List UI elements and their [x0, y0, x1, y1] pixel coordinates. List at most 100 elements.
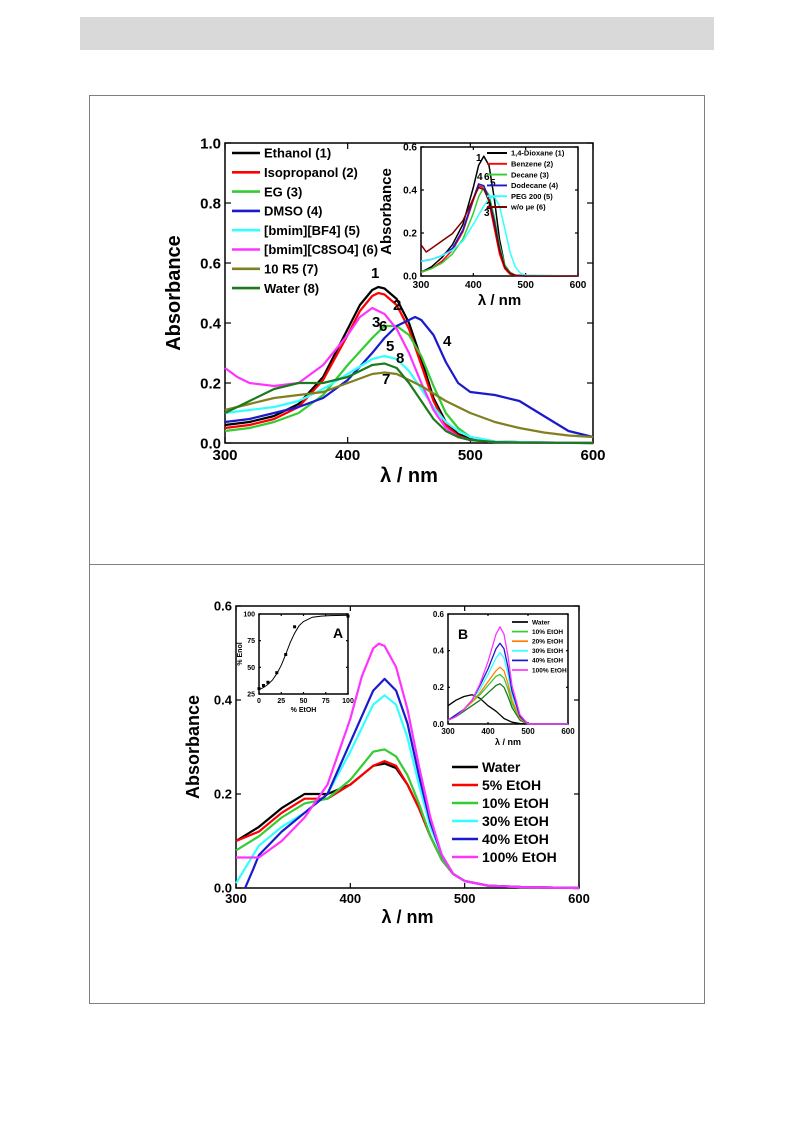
x-tick-label: 50	[300, 698, 308, 705]
y-axis-label: % Enol	[237, 642, 244, 665]
legend-label: 1,4-Dioxane (1)	[511, 149, 565, 158]
x-tick-label: 400	[481, 727, 495, 736]
curve-label: 7	[382, 371, 390, 388]
y-tick-label: 0.4	[200, 315, 222, 332]
x-tick-label: 0	[257, 698, 261, 705]
x-tick-label: 25	[277, 698, 285, 705]
y-tick-label: 1.0	[200, 135, 221, 152]
legend-label: 10% EtOH	[532, 629, 563, 636]
data-point	[266, 680, 270, 684]
legend-label: 100% EtOH	[482, 849, 557, 865]
figure-frame-bottom	[89, 564, 705, 1004]
y-axis-label: Absorbance	[183, 695, 203, 799]
x-tick-label: 300	[441, 727, 455, 736]
y-tick-label: 0.0	[214, 881, 232, 896]
x-axis-label: % EtOH	[291, 707, 317, 714]
y-tick-label: 0.8	[200, 195, 221, 212]
x-tick-label: 300	[225, 891, 247, 906]
data-point	[257, 687, 261, 691]
series-line	[420, 196, 579, 277]
y-tick-label: 25	[247, 691, 255, 698]
y-tick-label: 0.4	[214, 693, 233, 708]
curve-label: 3	[484, 208, 490, 219]
x-tick-label: 500	[454, 891, 476, 906]
curve-label: 4	[443, 333, 452, 350]
x-axis-label: λ / nm	[495, 737, 521, 747]
legend-label: Water	[532, 619, 550, 626]
y-tick-label: 0.2	[403, 229, 417, 240]
page-header-bar	[80, 17, 714, 50]
x-tick-label: 100	[342, 698, 354, 705]
legend-label: Benzene (2)	[511, 160, 554, 169]
legend-label: Water	[482, 759, 521, 775]
series-line	[447, 626, 568, 725]
series-line	[224, 315, 594, 439]
legend-label: 100% EtOH	[532, 667, 567, 674]
curve-label: 1	[371, 265, 379, 282]
series-line	[224, 362, 594, 445]
legend-label: EG (3)	[264, 184, 302, 199]
series-line	[447, 694, 568, 725]
y-tick-label: 50	[247, 665, 255, 672]
y-tick-label: 0.2	[200, 375, 221, 392]
curve-label: 6	[484, 172, 490, 183]
legend-label: [bmim][C8SO4] (6)	[264, 242, 378, 257]
curve-label: 4	[477, 172, 483, 183]
panel-label: A	[333, 625, 343, 641]
x-axis-label: λ / nm	[381, 907, 433, 927]
y-tick-label: 0.6	[200, 255, 221, 272]
legend-label: 40% EtOH	[482, 831, 549, 847]
series-line	[447, 683, 568, 725]
x-tick-label: 500	[517, 280, 534, 291]
curve-label: 5	[386, 338, 394, 355]
series-line	[236, 642, 580, 890]
legend-label: [bmim][BF4] (5)	[264, 223, 360, 238]
x-tick-label: 600	[561, 727, 575, 736]
chart-4: 300 400 500 600 0.0 0.2 0.4 0.6 λ / nm B Water 10% …	[433, 610, 575, 747]
x-axis-label: λ / nm	[478, 292, 521, 309]
y-tick-label: 0.2	[214, 787, 232, 802]
y-tick-label: 0.6	[214, 599, 232, 614]
series-line	[224, 371, 594, 439]
x-tick-label: 75	[322, 698, 330, 705]
curve-label: 8	[396, 350, 404, 367]
x-tick-label: 600	[568, 891, 590, 906]
curve-label: 2	[393, 297, 401, 314]
x-tick-label: 500	[521, 727, 535, 736]
legend-label: w/o μe (6)	[510, 203, 546, 212]
x-axis-label: λ / nm	[380, 465, 438, 487]
curve-label: 1	[476, 153, 482, 164]
x-tick-label: 600	[580, 447, 605, 464]
y-tick-label: 75	[247, 638, 255, 645]
curve-label: 5	[490, 178, 496, 189]
curve-label: 6	[379, 318, 387, 335]
y-tick-label: 0.0	[403, 272, 417, 283]
y-tick-label: 0.4	[433, 646, 445, 655]
legend-label: 10 R5 (7)	[264, 261, 318, 276]
legend-label: DMSO (4)	[264, 204, 323, 219]
panel-label: B	[458, 626, 468, 642]
data-point	[293, 625, 297, 629]
x-tick-label: 400	[465, 280, 482, 291]
legend-label: 40% EtOH	[532, 658, 563, 665]
x-tick-label: 400	[335, 447, 360, 464]
series-line	[420, 186, 578, 277]
legend-label: 20% EtOH	[532, 639, 563, 646]
series-line	[224, 354, 594, 445]
y-tick-label: 0.6	[403, 143, 417, 154]
y-tick-label: 0.4	[403, 186, 417, 197]
x-tick-label: 500	[458, 447, 483, 464]
legend-label: Dodecane (4)	[511, 181, 559, 190]
x-tick-label: 300	[212, 447, 237, 464]
x-tick-label: 600	[570, 280, 587, 291]
legend-label: Isopropanol (2)	[264, 165, 358, 180]
legend-label: 10% EtOH	[482, 795, 549, 811]
plot-frame	[420, 146, 579, 277]
y-axis-label: Absorbance	[378, 168, 395, 255]
chart-1: 300 400 500 600 0.0 0.2 0.4 0.6 λ / nm Absorbance…	[378, 143, 587, 310]
y-tick-label: 0.0	[433, 720, 445, 729]
y-axis-label: Absorbance	[163, 235, 185, 351]
legend-label: Water (8)	[264, 281, 319, 296]
